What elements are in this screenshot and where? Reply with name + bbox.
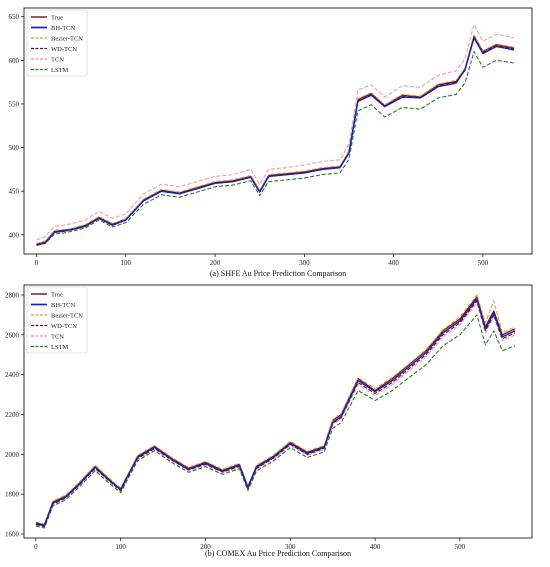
x-tick-label: 400 (370, 543, 381, 551)
x-tick-label: 200 (210, 259, 221, 267)
x-tick-label: 500 (478, 259, 489, 267)
series-line-bh-tcn (35, 298, 516, 526)
legend-label: Bezier-TCN (51, 312, 83, 319)
x-tick-label: 0 (34, 543, 38, 551)
y-tick-label: 2200 (5, 411, 20, 419)
series-line-true (36, 35, 515, 245)
series-line-bh-tcn (36, 36, 515, 247)
series-line-tcn (36, 24, 515, 241)
y-tick-label: 2800 (5, 291, 20, 299)
legend-label: BH-TCN (51, 302, 76, 309)
y-tick-label: 400 (9, 231, 20, 239)
axes-frame (23, 284, 533, 539)
legend-label: BH-TCN (51, 25, 76, 32)
y-tick-label: 1800 (5, 491, 20, 499)
series-line-bezier-tcn (36, 34, 515, 245)
y-tick-label: 2000 (5, 451, 20, 459)
y-tick-label: 1600 (5, 531, 20, 539)
y-tick-label: 2600 (5, 331, 20, 339)
series-line-wd-tcn (35, 300, 516, 527)
panel-b: 0 100 200 300 400 500 1600 1800 2000 2200 2400 2600… (5, 284, 533, 558)
x-tick-label: 200 (200, 543, 211, 551)
x-tick-label: 0 (35, 259, 39, 267)
x-tick-label: 400 (388, 259, 399, 267)
y-tick-label: 600 (9, 57, 20, 65)
x-tick-label: 300 (285, 543, 296, 551)
x-tick-label: 300 (299, 259, 310, 267)
series-line-true (35, 296, 516, 527)
series-line-lstm (36, 51, 515, 246)
series-line-bezier-tcn (35, 294, 516, 525)
x-tick-label: 100 (115, 543, 126, 551)
legend-label: LSTM (51, 344, 69, 351)
y-tick-label: 650 (9, 13, 20, 21)
panel-caption: (a) SHFE Au Price Prediction Comparison (210, 269, 346, 278)
legend-label: LSTM (51, 67, 69, 74)
panel-a: 0 100 200 300 400 500 400 450 500 550 600 650 True BH… (9, 7, 533, 278)
series-line-lstm (35, 314, 516, 529)
legend-label: WD-TCN (51, 323, 77, 330)
legend-label: WD-TCN (51, 46, 77, 53)
legend-label: True (51, 291, 63, 298)
panel-caption: (b) COMEX Au Price Prediction Comparison (205, 549, 351, 558)
y-tick-label: 500 (9, 144, 20, 152)
legend-label: Bezier-TCN (51, 35, 83, 42)
y-tick-label: 550 (9, 100, 20, 108)
legend-label: TCN (51, 56, 64, 63)
y-tick-label: 2400 (5, 371, 20, 379)
x-tick-label: 100 (121, 259, 132, 267)
legend-label: True (51, 14, 63, 21)
series-line-tcn (35, 302, 516, 528)
series-line-wd-tcn (36, 36, 515, 245)
y-tick-label: 450 (9, 188, 20, 196)
legend-label: TCN (51, 333, 64, 340)
x-tick-label: 500 (455, 543, 466, 551)
axes-frame (23, 7, 533, 255)
